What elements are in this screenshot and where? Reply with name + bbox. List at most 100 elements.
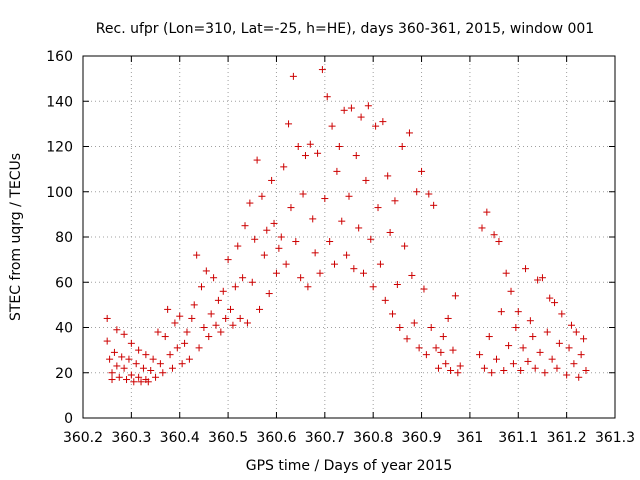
- data-point: [350, 265, 358, 273]
- data-point: [277, 233, 285, 241]
- data-point: [437, 348, 445, 356]
- data-point: [183, 328, 191, 336]
- data-point: [120, 364, 128, 372]
- data-point: [272, 269, 280, 277]
- data-point: [171, 319, 179, 327]
- data-point: [127, 339, 135, 347]
- data-point: [512, 324, 520, 331]
- data-point: [357, 113, 365, 121]
- data-point: [432, 344, 440, 352]
- data-point: [444, 314, 452, 322]
- y-tick-label: 120: [46, 140, 73, 156]
- data-point: [427, 324, 435, 331]
- data-point: [263, 226, 271, 234]
- data-point: [439, 333, 447, 341]
- data-point: [476, 351, 484, 359]
- data-point: [139, 364, 147, 372]
- y-tick-label: 100: [46, 185, 73, 201]
- data-point: [229, 321, 237, 329]
- data-point: [536, 348, 544, 356]
- x-tick-label: 360.4: [160, 430, 200, 446]
- data-point: [538, 274, 546, 282]
- data-point: [551, 299, 559, 307]
- data-point: [260, 251, 268, 259]
- chart-title: Rec. ufpr (Lon=310, Lat=-25, h=HE), days…: [96, 21, 594, 37]
- data-point: [514, 308, 522, 316]
- data-point: [258, 192, 266, 200]
- y-tick-label: 60: [55, 275, 73, 291]
- data-point: [268, 176, 276, 184]
- data-point: [401, 242, 409, 250]
- y-axis-label: STEC from uqrg / TECUs: [8, 153, 24, 321]
- data-point: [164, 305, 172, 313]
- data-point: [214, 296, 222, 304]
- data-point: [193, 251, 201, 259]
- data-point: [197, 283, 205, 291]
- data-point: [299, 190, 307, 198]
- data-point: [454, 369, 462, 377]
- x-tick-label: 361.3: [595, 430, 635, 446]
- grid-lines: [83, 56, 615, 418]
- x-tick-labels: 360.2 360.3 360.4 360.5 360.6 360.7 360.8 360.9…: [63, 430, 635, 446]
- data-point: [434, 364, 442, 372]
- data-point: [519, 344, 527, 352]
- data-point: [393, 281, 401, 289]
- data-point: [301, 152, 309, 160]
- data-point: [362, 176, 370, 184]
- data-point: [326, 238, 334, 246]
- data-point: [241, 222, 249, 230]
- data-point: [125, 355, 133, 363]
- data-point: [234, 242, 242, 250]
- data-point: [113, 362, 121, 370]
- data-point: [369, 283, 377, 291]
- data-point: [570, 360, 578, 368]
- data-point: [188, 314, 196, 322]
- data-point: [127, 371, 135, 379]
- x-tick-label: 360.2: [63, 430, 103, 446]
- data-point: [338, 217, 346, 225]
- data-point: [103, 314, 111, 322]
- data-point: [200, 324, 208, 331]
- data-point: [314, 149, 322, 157]
- y-tick-label: 0: [64, 411, 73, 427]
- x-tick-label: 360.7: [305, 430, 345, 446]
- data-point: [507, 287, 515, 295]
- data-point: [123, 376, 131, 384]
- data-point: [405, 129, 413, 137]
- data-point: [181, 339, 189, 347]
- data-point: [529, 333, 537, 341]
- data-point: [287, 204, 295, 212]
- data-point: [478, 224, 486, 232]
- data-point: [212, 321, 220, 329]
- y-tick-label: 80: [55, 230, 73, 246]
- x-axis-label: GPS time / Days of year 2015: [246, 458, 453, 474]
- data-point: [330, 260, 338, 268]
- data-point: [335, 143, 343, 150]
- data-point: [219, 287, 227, 295]
- data-point: [173, 344, 181, 352]
- data-point: [403, 335, 411, 343]
- data-point: [546, 294, 554, 302]
- data-point: [386, 228, 394, 236]
- data-point: [413, 188, 421, 196]
- data-point: [483, 208, 491, 216]
- data-point: [106, 355, 114, 363]
- data-point: [345, 192, 353, 200]
- data-point: [195, 344, 203, 352]
- data-point: [135, 373, 143, 381]
- data-point: [563, 371, 571, 379]
- data-point: [285, 120, 293, 128]
- data-point: [311, 249, 319, 257]
- data-point: [318, 66, 326, 74]
- x-tick-label: 360.5: [208, 430, 248, 446]
- y-tick-label: 20: [55, 366, 73, 382]
- data-point: [108, 369, 116, 377]
- data-point: [333, 167, 341, 175]
- data-point: [367, 235, 375, 243]
- data-point: [309, 215, 317, 223]
- data-point: [534, 276, 542, 284]
- data-point: [147, 366, 155, 374]
- data-point: [398, 143, 406, 150]
- data-point: [185, 355, 193, 363]
